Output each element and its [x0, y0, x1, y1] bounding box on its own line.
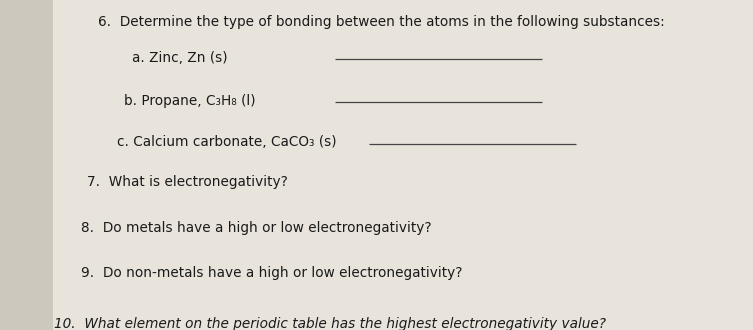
- Text: 7.  What is electronegativity?: 7. What is electronegativity?: [87, 175, 288, 189]
- Text: c. Calcium carbonate, CaCO₃ (s): c. Calcium carbonate, CaCO₃ (s): [117, 135, 337, 149]
- Text: 9.  Do non-metals have a high or low electronegativity?: 9. Do non-metals have a high or low elec…: [81, 266, 463, 280]
- Text: b. Propane, C₃H₈ (l): b. Propane, C₃H₈ (l): [124, 94, 256, 108]
- Text: 6.  Determine the type of bonding between the atoms in the following substances:: 6. Determine the type of bonding between…: [98, 15, 665, 29]
- Text: 10.  What element on the periodic table has the highest electronegativity value?: 10. What element on the periodic table h…: [54, 317, 606, 330]
- Text: 8.  Do metals have a high or low electronegativity?: 8. Do metals have a high or low electron…: [81, 221, 432, 235]
- Text: a. Zinc, Zn (s): a. Zinc, Zn (s): [132, 51, 227, 65]
